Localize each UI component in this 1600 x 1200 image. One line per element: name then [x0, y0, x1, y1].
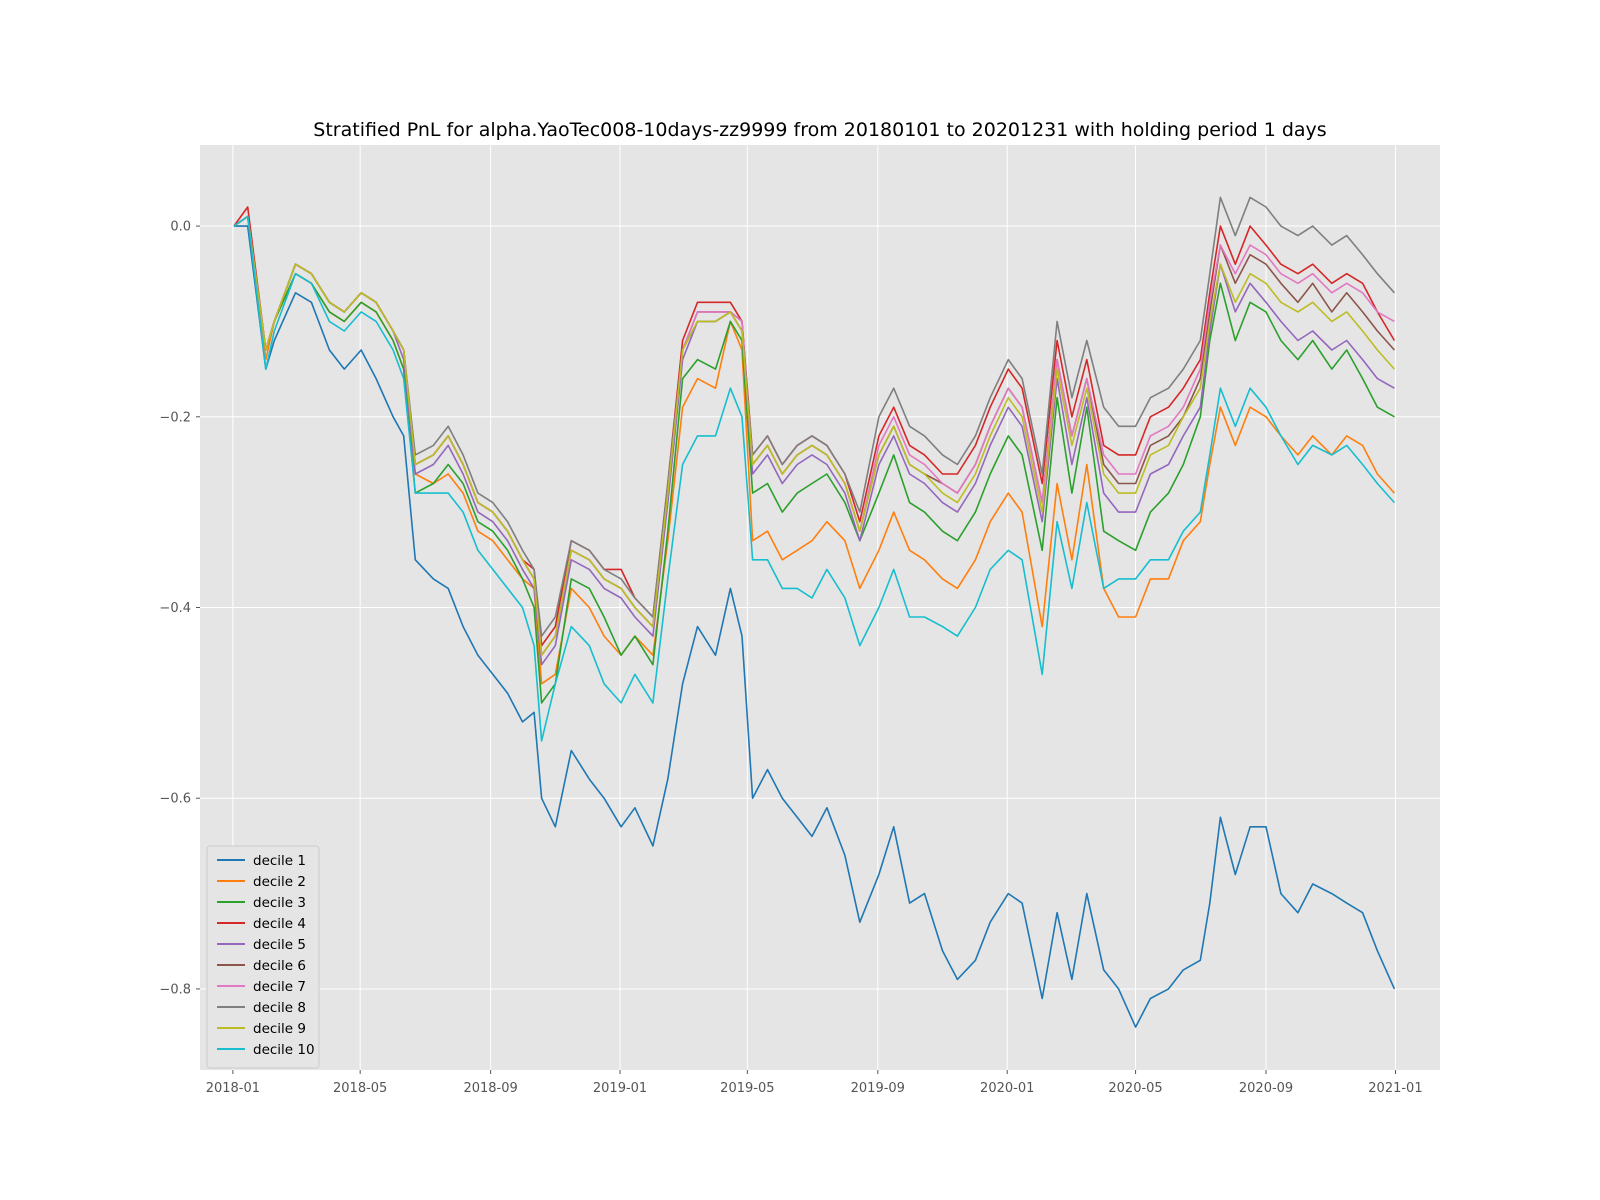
- x-tick-label: 2021-01: [1368, 1081, 1422, 1096]
- series-line-decile-8: [233, 196, 1395, 637]
- series-line-decile-10: [233, 215, 1395, 742]
- y-tick-label: 0.0: [170, 220, 191, 235]
- legend-label-decile-8: decile 8: [253, 1000, 306, 1016]
- legend: decile 1 decile 2 decile 3 decile 4 decile 5…: [206, 845, 320, 1069]
- x-tick-label: 2018-09: [463, 1081, 517, 1096]
- x-tick-label: 2019-09: [851, 1081, 905, 1096]
- x-tick-label: 2018-05: [333, 1081, 387, 1096]
- x-tick-label: 2020-01: [980, 1081, 1034, 1096]
- legend-label-decile-5: decile 5: [253, 937, 306, 953]
- y-tick-label: −0.6: [159, 792, 191, 807]
- legend-label-decile-1: decile 1: [253, 853, 306, 869]
- chart-title: Stratified PnL for alpha.YaoTec008-10day…: [313, 119, 1326, 141]
- x-tick-label: 2019-05: [720, 1081, 774, 1096]
- grid-lines: [200, 145, 1440, 1070]
- y-tick-label: −0.8: [159, 982, 191, 997]
- x-tick-label: 2019-01: [593, 1081, 647, 1096]
- legend-label-decile-6: decile 6: [253, 958, 306, 974]
- legend-label-decile-3: decile 3: [253, 895, 306, 911]
- series-line-decile-5: [233, 215, 1395, 666]
- x-tick-label: 2020-09: [1239, 1081, 1293, 1096]
- axis-ticks: 2018-01 2018-05 2018-09 2019-01 2019-05 2019-…: [159, 220, 1422, 1096]
- legend-label-decile-7: decile 7: [253, 979, 306, 995]
- series-line-decile-3: [233, 215, 1395, 704]
- series-line-decile-2: [233, 215, 1395, 685]
- series-line-decile-9: [233, 215, 1395, 657]
- legend-label-decile-2: decile 2: [253, 874, 306, 890]
- legend-label-decile-9: decile 9: [253, 1021, 306, 1037]
- x-tick-label: 2018-01: [206, 1081, 260, 1096]
- series-line-decile-1: [233, 225, 1396, 1028]
- y-tick-label: −0.4: [159, 601, 191, 616]
- legend-label-decile-4: decile 4: [253, 916, 306, 932]
- y-tick-label: −0.2: [159, 410, 191, 425]
- legend-label-decile-10: decile 10: [253, 1042, 315, 1058]
- x-tick-label: 2020-05: [1108, 1081, 1162, 1096]
- series-lines: [233, 196, 1396, 1028]
